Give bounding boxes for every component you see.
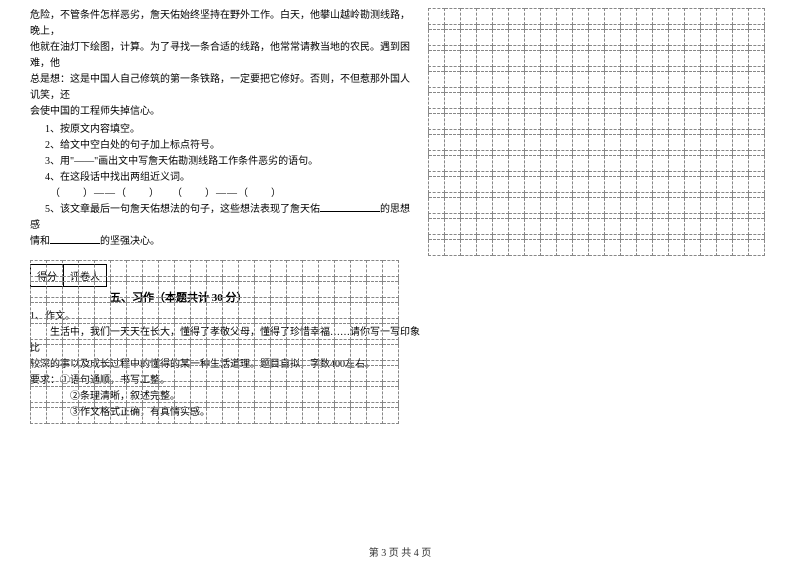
reading-passage: 危险，不管条件怎样恶劣，詹天佑始终坚持在野外工作。白天，他攀山越岭勘测线路，晚上… (30, 8, 410, 120)
passage-line: 总是想：这是中国人自己修筑的第一条铁路，一定要把它修好。否则，不但惹那外国人讥笑… (30, 72, 410, 104)
page-footer: 第 3 页 共 4 页 (0, 544, 800, 559)
passage-line: 他就在油灯下绘图，计算。为了寻找一条合适的线路，他常常请教当地的农民。遇到困难，… (30, 40, 410, 72)
passage-line: 会使中国的工程师失掉信心。 (30, 104, 410, 120)
question-list: 1、按原文内容填空。 2、给文中空白处的句子加上标点符号。 3、用"——"画出文… (30, 122, 410, 250)
question-3: 3、用"——"画出文中写詹天佑勘测线路工作条件恶劣的语句。 (30, 154, 410, 170)
question-5-text-a: 5、该文章最后一句詹天佑想法的句子，这些想法表现了詹天佑 (45, 204, 320, 215)
question-4-blanks: （ ）——（ ） （ ）——（ ） (30, 186, 410, 202)
fill-blank[interactable] (320, 202, 380, 212)
question-2: 2、给文中空白处的句子加上标点符号。 (30, 138, 410, 154)
passage-line: 危险，不管条件怎样恶劣，詹天佑始终坚持在野外工作。白天，他攀山越岭勘测线路，晚上… (30, 8, 410, 40)
question-5-cont: 情和 的坚强决心。 (30, 234, 410, 250)
question-1: 1、按原文内容填空。 (30, 122, 410, 138)
question-5-text-d: 的坚强决心。 (100, 236, 160, 247)
question-4: 4、在这段话中找出两组近义词。 (30, 170, 410, 186)
fill-blank[interactable] (50, 234, 100, 244)
manuscript-grid-bottom[interactable] (30, 260, 418, 424)
question-5: 5、该文章最后一句詹天佑想法的句子，这些想法表现了詹天佑的思想感 (30, 202, 410, 234)
question-5-text-c: 情和 (30, 236, 50, 247)
manuscript-grid-right[interactable] (428, 8, 778, 256)
